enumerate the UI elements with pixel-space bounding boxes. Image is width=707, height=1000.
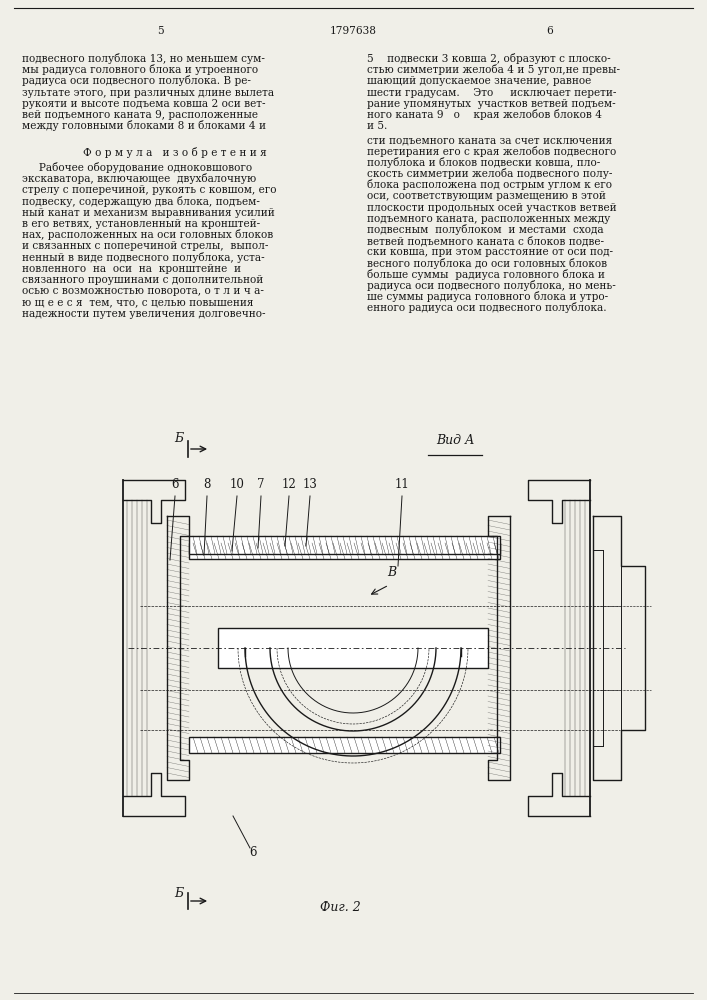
Text: ветвей подъемного каната с блоков подве-: ветвей подъемного каната с блоков подве- xyxy=(367,236,604,246)
Text: экскаватора, включающее  двухбалочную: экскаватора, включающее двухбалочную xyxy=(22,173,256,184)
Text: 12: 12 xyxy=(281,478,296,491)
Text: скость симметрии желоба подвесного полу-: скость симметрии желоба подвесного полу- xyxy=(367,168,612,179)
Text: ше суммы радиуса головного блока и утро-: ше суммы радиуса головного блока и утро- xyxy=(367,291,608,302)
Bar xyxy=(189,737,500,753)
Text: 5    подвески 3 ковша 2, образуют с плоско-: 5 подвески 3 ковша 2, образуют с плоско- xyxy=(367,53,611,64)
Text: 6: 6 xyxy=(250,846,257,859)
Text: сти подъемного каната за счет исключения: сти подъемного каната за счет исключения xyxy=(367,135,612,145)
Text: связанного проушинами с дополнительной: связанного проушинами с дополнительной xyxy=(22,275,263,285)
Text: осью с возможностью поворота, о т л и ч а-: осью с возможностью поворота, о т л и ч … xyxy=(22,286,264,296)
Text: Б: Б xyxy=(174,887,183,900)
Text: ненный в виде подвесного полублока, уста-: ненный в виде подвесного полублока, уста… xyxy=(22,252,264,263)
Text: В: В xyxy=(387,566,397,579)
Text: перетирания его с края желобов подвесного: перетирания его с края желобов подвесног… xyxy=(367,146,617,157)
Text: зультате этого, при различных длине вылета: зультате этого, при различных длине выле… xyxy=(22,88,274,98)
Text: Б: Б xyxy=(174,432,183,445)
Text: 8: 8 xyxy=(204,478,211,491)
Text: шающий допускаемое значение, равное: шающий допускаемое значение, равное xyxy=(367,76,591,86)
Text: между головными блоками 8 и блоками 4 и: между головными блоками 8 и блоками 4 и xyxy=(22,120,266,131)
Text: 1797638: 1797638 xyxy=(329,26,377,36)
Text: блока расположена под острым углом к его: блока расположена под острым углом к его xyxy=(367,179,612,190)
Text: 6: 6 xyxy=(547,26,554,36)
Text: плоскости продольных осей участков ветвей: плоскости продольных осей участков ветве… xyxy=(367,203,617,213)
Text: ного каната 9   о    края желобов блоков 4: ного каната 9 о края желобов блоков 4 xyxy=(367,109,602,120)
Text: и 5.: и 5. xyxy=(367,121,387,131)
Text: полублока и блоков подвески ковша, пло-: полублока и блоков подвески ковша, пло- xyxy=(367,157,600,168)
Text: подвесного полублока 13, но меньшем сум-: подвесного полублока 13, но меньшем сум- xyxy=(22,53,265,64)
Text: Рабочее оборудование одноковшового: Рабочее оборудование одноковшового xyxy=(22,162,252,173)
Text: 11: 11 xyxy=(395,478,409,491)
Text: стью симметрии желоба 4 и 5 угол,не превы-: стью симметрии желоба 4 и 5 угол,не прев… xyxy=(367,64,620,75)
Text: Вид А: Вид А xyxy=(436,434,474,447)
Text: подвесным  полублоком  и местами  схода: подвесным полублоком и местами схода xyxy=(367,224,604,235)
Text: радиуса оси подвесного полублока. В ре-: радиуса оси подвесного полублока. В ре- xyxy=(22,75,251,86)
Text: ный канат и механизм выравнивания усилий: ный канат и механизм выравнивания усилий xyxy=(22,208,275,218)
Text: ски ковша, при этом расстояние от оси под-: ски ковша, при этом расстояние от оси по… xyxy=(367,247,613,257)
Text: стрелу с поперечиной, рукоять с ковшом, его: стрелу с поперечиной, рукоять с ковшом, … xyxy=(22,185,276,195)
Text: новленного  на  оси  на  кронштейне  и: новленного на оси на кронштейне и xyxy=(22,264,241,274)
Text: нах, расположенных на оси головных блоков: нах, расположенных на оси головных блоко… xyxy=(22,229,273,240)
Text: оси, соответствующим размещению в этой: оси, соответствующим размещению в этой xyxy=(367,191,606,201)
Text: надежности путем увеличения долговечно-: надежности путем увеличения долговечно- xyxy=(22,309,266,319)
Text: енного радиуса оси подвесного полублока.: енного радиуса оси подвесного полублока. xyxy=(367,302,607,313)
Text: подвеску, содержащую два блока, подъем-: подвеску, содержащую два блока, подъем- xyxy=(22,196,260,207)
Text: рание упомянутых  участков ветвей подъем-: рание упомянутых участков ветвей подъем- xyxy=(367,99,616,109)
Text: в его ветвях, установленный на кронштей-: в его ветвях, установленный на кронштей- xyxy=(22,219,260,229)
Bar xyxy=(218,628,488,668)
Bar xyxy=(189,543,500,559)
Text: 13: 13 xyxy=(303,478,317,491)
Text: радиуса оси подвесного полублока, но мень-: радиуса оси подвесного полублока, но мен… xyxy=(367,280,616,291)
Text: подъемного каната, расположенных между: подъемного каната, расположенных между xyxy=(367,214,610,224)
Text: больше суммы  радиуса головного блока и: больше суммы радиуса головного блока и xyxy=(367,269,605,280)
Text: вей подъемного каната 9, расположенные: вей подъемного каната 9, расположенные xyxy=(22,110,258,120)
Text: рукояти и высоте подъема ковша 2 оси вет-: рукояти и высоте подъема ковша 2 оси вет… xyxy=(22,99,266,109)
Text: Ф о р м у л а   и з о б р е т е н и я: Ф о р м у л а и з о б р е т е н и я xyxy=(83,147,267,158)
Text: 6: 6 xyxy=(171,478,179,491)
Text: 5: 5 xyxy=(157,26,163,36)
Text: 10: 10 xyxy=(230,478,245,491)
Text: 7: 7 xyxy=(257,478,264,491)
Text: и связанных с поперечиной стрелы,  выпол-: и связанных с поперечиной стрелы, выпол- xyxy=(22,241,269,251)
Text: мы радиуса головного блока и утроенного: мы радиуса головного блока и утроенного xyxy=(22,64,258,75)
Text: шести градусам.    Это     исключает перети-: шести градусам. Это исключает перети- xyxy=(367,88,617,98)
Bar xyxy=(189,536,500,554)
Text: ю щ е е с я  тем, что, с целью повышения: ю щ е е с я тем, что, с целью повышения xyxy=(22,297,254,307)
Text: Фиг. 2: Фиг. 2 xyxy=(320,901,361,914)
Text: весного полублока до оси головных блоков: весного полублока до оси головных блоков xyxy=(367,258,607,269)
